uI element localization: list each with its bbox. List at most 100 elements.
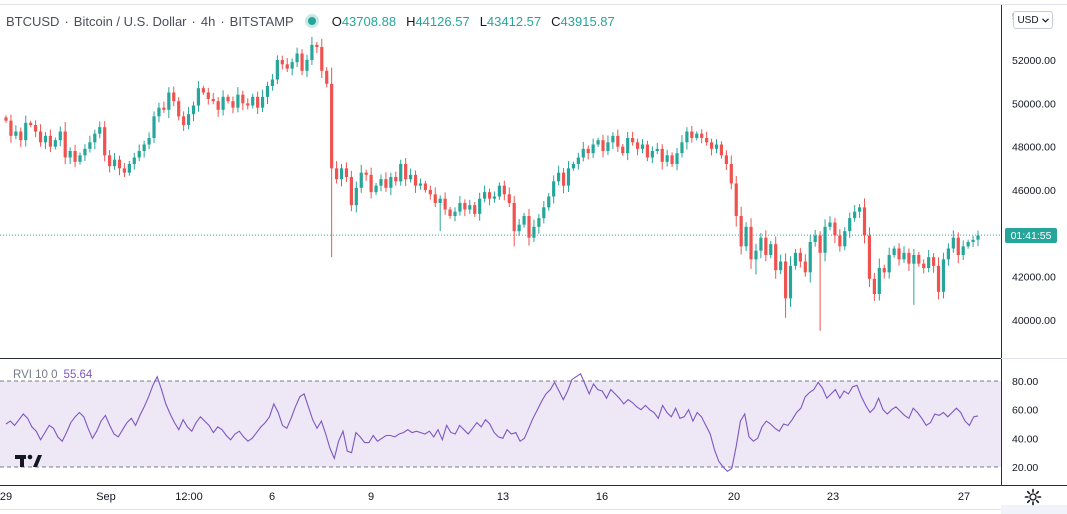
candle[interactable] (93, 129, 97, 150)
candle[interactable] (537, 214, 541, 234)
candle[interactable] (359, 164, 363, 193)
candle[interactable] (606, 135, 610, 156)
candle[interactable] (122, 163, 127, 177)
candle[interactable] (581, 141, 585, 162)
candle[interactable] (413, 170, 418, 193)
candle[interactable] (714, 139, 719, 154)
candle[interactable] (917, 251, 921, 267)
candle[interactable] (246, 98, 250, 110)
candle[interactable] (971, 235, 975, 247)
candle[interactable] (83, 144, 87, 161)
candle[interactable] (369, 167, 373, 199)
candle[interactable] (744, 222, 748, 251)
candle[interactable] (798, 247, 802, 268)
candle[interactable] (448, 206, 452, 219)
candle[interactable] (251, 93, 255, 109)
candle[interactable] (191, 101, 196, 122)
candle[interactable] (418, 178, 423, 190)
candle[interactable] (892, 245, 896, 258)
candle[interactable] (78, 152, 82, 165)
candle[interactable] (320, 38, 324, 79)
candle[interactable] (492, 191, 497, 203)
candle[interactable] (823, 219, 827, 262)
candle[interactable] (547, 193, 551, 211)
candle[interactable] (838, 229, 842, 252)
candle[interactable] (626, 132, 630, 161)
candle[interactable] (833, 217, 837, 244)
candle[interactable] (532, 219, 536, 242)
candle[interactable] (655, 142, 659, 155)
candle[interactable] (709, 138, 714, 156)
candle[interactable] (517, 219, 521, 236)
candle[interactable] (779, 254, 783, 275)
candle[interactable] (379, 174, 383, 192)
candle[interactable] (280, 55, 284, 70)
rvi-line[interactable] (5, 372, 979, 473)
candle[interactable] (487, 188, 492, 206)
candle[interactable] (88, 135, 92, 153)
candle[interactable] (512, 196, 516, 247)
candle[interactable] (966, 239, 970, 249)
candle[interactable] (927, 249, 931, 273)
candle[interactable] (931, 253, 936, 273)
candle[interactable] (34, 120, 38, 138)
candle[interactable] (19, 127, 23, 148)
candle[interactable] (527, 209, 531, 246)
candle[interactable] (152, 111, 156, 143)
candle[interactable] (221, 90, 225, 116)
candle[interactable] (793, 249, 798, 270)
candle[interactable] (112, 153, 117, 170)
candle[interactable] (759, 233, 763, 259)
candle[interactable] (675, 147, 679, 171)
candle[interactable] (38, 124, 43, 147)
candle[interactable] (729, 155, 733, 190)
candle[interactable] (147, 132, 151, 150)
candle[interactable] (764, 230, 768, 262)
candle[interactable] (295, 47, 299, 68)
candle[interactable] (182, 111, 186, 131)
candle[interactable] (142, 140, 146, 158)
candle[interactable] (53, 137, 57, 150)
candle[interactable] (9, 114, 13, 143)
candle[interactable] (399, 159, 403, 186)
candle[interactable] (63, 121, 67, 165)
candle[interactable] (404, 158, 408, 187)
currency-selector[interactable]: USD (1013, 11, 1053, 29)
candle[interactable] (611, 132, 615, 149)
candle[interactable] (557, 165, 561, 186)
candle[interactable] (783, 253, 788, 318)
candle[interactable] (275, 55, 279, 85)
candle[interactable] (951, 230, 955, 253)
gear-icon[interactable] (1024, 488, 1042, 506)
candle[interactable] (724, 150, 728, 170)
candle[interactable] (660, 144, 664, 170)
candle[interactable] (423, 180, 427, 193)
candle[interactable] (828, 216, 832, 231)
candle[interactable] (216, 97, 220, 117)
tradingview-logo[interactable] (14, 451, 44, 471)
candle[interactable] (522, 212, 526, 228)
candle[interactable] (857, 203, 862, 218)
candle[interactable] (315, 41, 319, 53)
candle[interactable] (877, 258, 881, 301)
candle[interactable] (700, 129, 704, 144)
candle[interactable] (162, 101, 166, 113)
candle[interactable] (236, 87, 240, 113)
candle[interactable] (344, 162, 349, 182)
candle[interactable] (172, 86, 176, 107)
candle[interactable] (754, 243, 758, 275)
candle[interactable] (552, 175, 556, 204)
candle[interactable] (946, 243, 950, 266)
candle[interactable] (887, 247, 891, 279)
candle[interactable] (265, 81, 270, 105)
candle[interactable] (813, 229, 817, 247)
candle[interactable] (719, 141, 724, 159)
candle[interactable] (211, 93, 215, 105)
candle[interactable] (339, 164, 344, 187)
candle[interactable] (774, 236, 778, 279)
candle[interactable] (260, 89, 265, 112)
candle[interactable] (808, 234, 812, 283)
candle[interactable] (705, 131, 709, 146)
candle[interactable] (907, 248, 911, 271)
